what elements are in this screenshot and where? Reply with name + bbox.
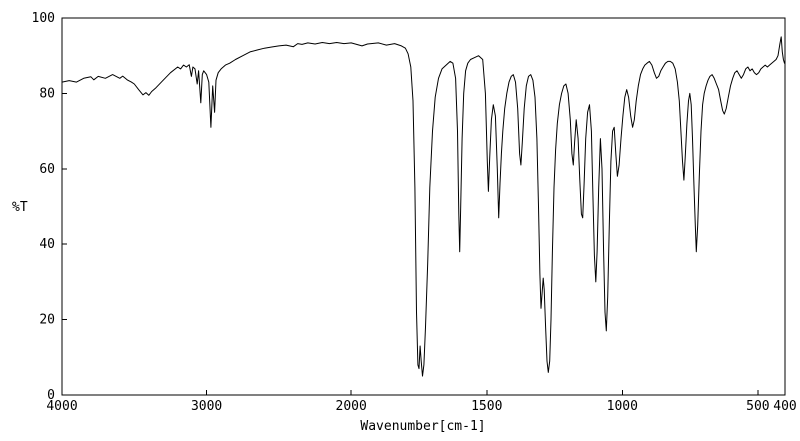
x-tick-label: 500 bbox=[746, 399, 769, 414]
y-tick-label: 20 bbox=[39, 313, 55, 328]
x-tick-label: 400 bbox=[773, 399, 796, 414]
x-tick-label: 1500 bbox=[471, 399, 502, 414]
x-tick-label: 3000 bbox=[191, 399, 222, 414]
y-tick-label: 60 bbox=[39, 162, 55, 177]
plot-border bbox=[61, 17, 786, 396]
spectrum-trace bbox=[61, 36, 785, 377]
x-axis-title: Wavenumber[cm-1] bbox=[360, 419, 486, 434]
y-tick-label: 40 bbox=[39, 237, 55, 252]
x-tick-label: 1000 bbox=[607, 399, 638, 414]
x-tick-label: 4000 bbox=[46, 399, 77, 414]
x-tick-label: 2000 bbox=[336, 399, 367, 414]
y-tick-label: 100 bbox=[32, 11, 55, 26]
y-tick-label: 80 bbox=[39, 86, 55, 101]
y-axis-title: %T bbox=[12, 200, 28, 215]
y-tick-label: 0 bbox=[47, 388, 55, 403]
